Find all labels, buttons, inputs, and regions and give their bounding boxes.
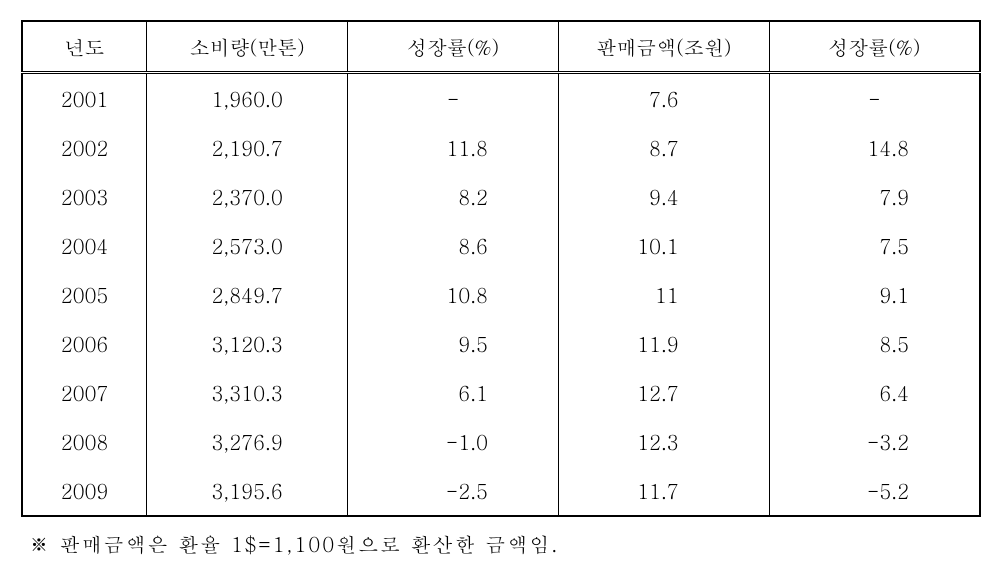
table-row: 2009 3,195.6 -2.5 11.7 -5.2 bbox=[22, 466, 980, 516]
cell-growth2: 7.5 bbox=[769, 221, 980, 270]
cell-consumption: 3,276.9 bbox=[147, 417, 348, 466]
cell-year: 2006 bbox=[22, 319, 147, 368]
cell-consumption: 3,195.6 bbox=[147, 466, 348, 516]
cell-growth1: 8.6 bbox=[348, 221, 559, 270]
cell-growth1: 11.8 bbox=[348, 123, 559, 172]
cell-year: 2002 bbox=[22, 123, 147, 172]
cell-consumption: 2,573.0 bbox=[147, 221, 348, 270]
cell-consumption: 2,370.0 bbox=[147, 172, 348, 221]
footnote-text: 판매금액은 환율 1$=1,100원으로 환산한 금액임. bbox=[60, 529, 560, 558]
cell-sales: 11 bbox=[558, 270, 769, 319]
cell-growth1: 8.2 bbox=[348, 172, 559, 221]
cell-sales: 12.7 bbox=[558, 368, 769, 417]
cell-growth1: 6.1 bbox=[348, 368, 559, 417]
table-row: 2008 3,276.9 -1.0 12.3 -3.2 bbox=[22, 417, 980, 466]
cell-growth1: -1.0 bbox=[348, 417, 559, 466]
table-row: 2001 1,960.0 - 7.6 - bbox=[22, 73, 980, 124]
cell-growth1: -2.5 bbox=[348, 466, 559, 516]
cell-growth2: - bbox=[769, 73, 980, 124]
cell-year: 2008 bbox=[22, 417, 147, 466]
cell-growth2: -5.2 bbox=[769, 466, 980, 516]
cell-growth1: - bbox=[348, 73, 559, 124]
cell-consumption: 2,849.7 bbox=[147, 270, 348, 319]
cell-growth2: 9.1 bbox=[769, 270, 980, 319]
cell-growth2: 8.5 bbox=[769, 319, 980, 368]
cell-sales: 12.3 bbox=[558, 417, 769, 466]
cell-growth2: 6.4 bbox=[769, 368, 980, 417]
cell-consumption: 1,960.0 bbox=[147, 73, 348, 124]
data-table-container: 년도 소비량(만톤) 성장률(%) 판매금액(조원) 성장률(%) 2001 1… bbox=[21, 20, 981, 558]
header-consumption: 소비량(만톤) bbox=[147, 21, 348, 73]
cell-consumption: 3,120.3 bbox=[147, 319, 348, 368]
table-footnote: ※ 판매금액은 환율 1$=1,100원으로 환산한 금액임. bbox=[21, 529, 981, 558]
cell-growth2: 14.8 bbox=[769, 123, 980, 172]
cell-sales: 9.4 bbox=[558, 172, 769, 221]
header-growth1: 성장률(%) bbox=[348, 21, 559, 73]
footnote-marker: ※ bbox=[29, 529, 51, 558]
cell-year: 2009 bbox=[22, 466, 147, 516]
table-row: 2006 3,120.3 9.5 11.9 8.5 bbox=[22, 319, 980, 368]
cell-sales: 11.7 bbox=[558, 466, 769, 516]
cell-sales: 8.7 bbox=[558, 123, 769, 172]
table-row: 2005 2,849.7 10.8 11 9.1 bbox=[22, 270, 980, 319]
table-row: 2004 2,573.0 8.6 10.1 7.5 bbox=[22, 221, 980, 270]
data-table: 년도 소비량(만톤) 성장률(%) 판매금액(조원) 성장률(%) 2001 1… bbox=[21, 20, 981, 517]
cell-growth2: 7.9 bbox=[769, 172, 980, 221]
cell-sales: 7.6 bbox=[558, 73, 769, 124]
table-row: 2003 2,370.0 8.2 9.4 7.9 bbox=[22, 172, 980, 221]
cell-year: 2004 bbox=[22, 221, 147, 270]
header-sales: 판매금액(조원) bbox=[558, 21, 769, 73]
cell-consumption: 3,310.3 bbox=[147, 368, 348, 417]
cell-sales: 11.9 bbox=[558, 319, 769, 368]
cell-year: 2005 bbox=[22, 270, 147, 319]
cell-growth1: 9.5 bbox=[348, 319, 559, 368]
header-growth2: 성장률(%) bbox=[769, 21, 980, 73]
table-header-row: 년도 소비량(만톤) 성장률(%) 판매금액(조원) 성장률(%) bbox=[22, 21, 980, 73]
cell-year: 2003 bbox=[22, 172, 147, 221]
cell-growth2: -3.2 bbox=[769, 417, 980, 466]
table-row: 2002 2,190.7 11.8 8.7 14.8 bbox=[22, 123, 980, 172]
table-row: 2007 3,310.3 6.1 12.7 6.4 bbox=[22, 368, 980, 417]
cell-sales: 10.1 bbox=[558, 221, 769, 270]
cell-consumption: 2,190.7 bbox=[147, 123, 348, 172]
cell-year: 2001 bbox=[22, 73, 147, 124]
cell-year: 2007 bbox=[22, 368, 147, 417]
header-year: 년도 bbox=[22, 21, 147, 73]
table-body: 2001 1,960.0 - 7.6 - 2002 2,190.7 11.8 8… bbox=[22, 73, 980, 517]
cell-growth1: 10.8 bbox=[348, 270, 559, 319]
